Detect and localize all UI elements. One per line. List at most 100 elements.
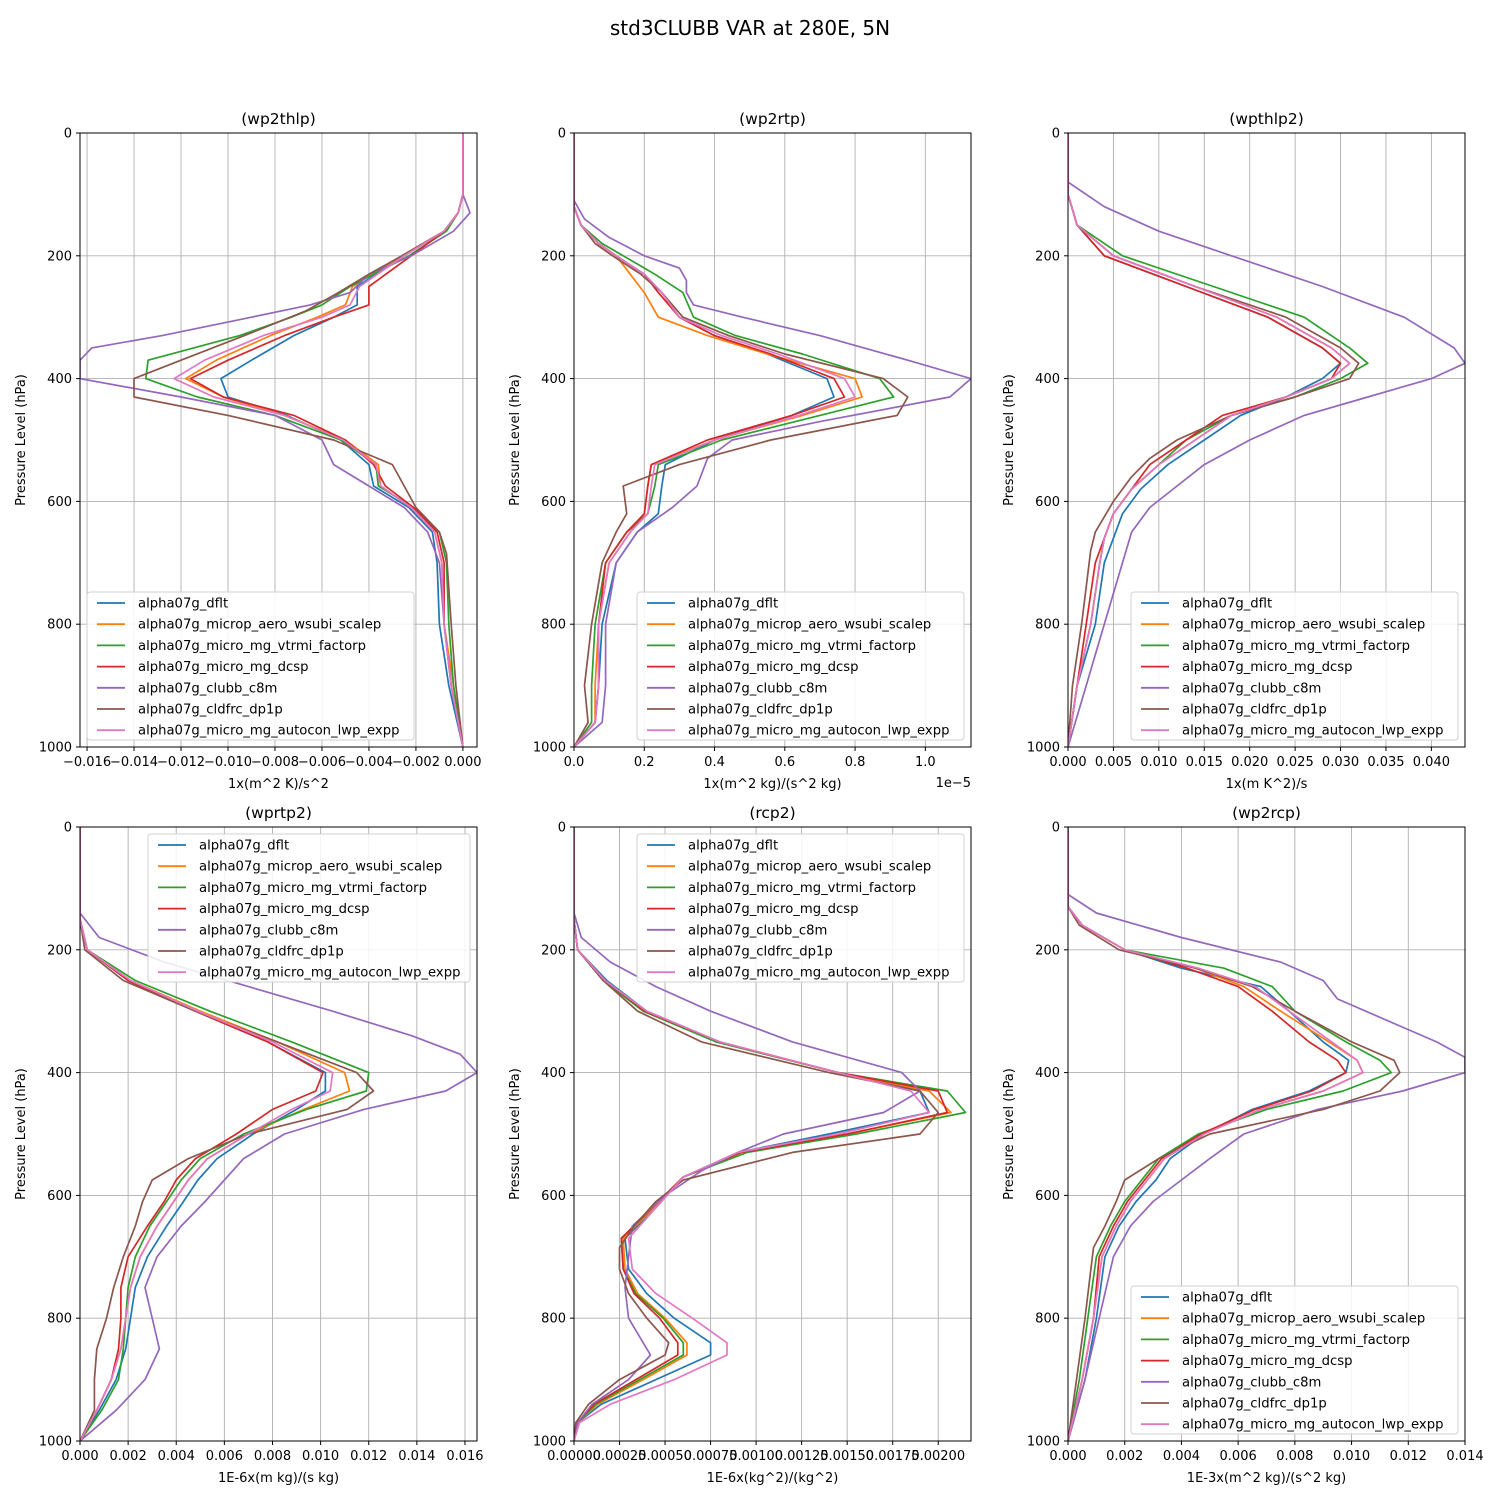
chart-4-legend-box [147, 833, 471, 983]
chart-4-series-line-6 [80, 827, 375, 1441]
chart-1-axes-frame [79, 132, 478, 748]
chart-3-ytick-label: 1000 [1027, 741, 1060, 756]
chart-3-legend-box [1130, 591, 1459, 741]
chart-5-xtick-label: 0.00125 [775, 1449, 829, 1464]
chart-4-ytick-label: 400 [47, 1066, 72, 1081]
chart-5-legend-label-2: alpha07g_microp_aero_wsubi_scalep [688, 860, 931, 875]
chart-4-legend-label-2: alpha07g_microp_aero_wsubi_scalep [199, 860, 442, 875]
chart-4-xtick-label: 0.004 [158, 1449, 195, 1464]
chart-3-panel: (wpthlp2) 0.000 0.005 0.010 0.015 0.020 0.025 0… [1002, 110, 1466, 792]
chart-4-ytick-label: 1000 [39, 1435, 72, 1450]
chart-5-ytick-label: 800 [541, 1312, 566, 1327]
chart-2-xtick-label: 0.0 [564, 755, 585, 770]
chart-6-axes-frame [1067, 826, 1466, 1442]
chart-2-legend: alpha07g_dflt alpha07g_microp_aero_wsubi_… [636, 591, 965, 741]
chart-2-offset-label: 1e−5 [936, 776, 971, 791]
chart-4-xtick-label: 0.016 [446, 1449, 483, 1464]
chart-3-legend: alpha07g_dflt alpha07g_microp_aero_wsubi_… [1130, 591, 1459, 741]
chart-3-series-line-4 [1068, 133, 1342, 747]
chart-1-legend-label-7: alpha07g_micro_mg_autocon_lwp_expp [138, 724, 399, 739]
chart-5-ytick-label: 0 [558, 821, 566, 836]
chart-2-legend-label-6: alpha07g_cldfrc_dp1p [688, 703, 833, 718]
chart-5-panel: (rcp2) 0.000000.000250.000500.000750.0010… [508, 804, 972, 1486]
chart-5-legend: alpha07g_dflt alpha07g_microp_aero_wsubi_… [636, 833, 965, 983]
chart-3-legend-label-2: alpha07g_microp_aero_wsubi_scalep [1182, 618, 1425, 633]
chart-4-legend-label-5: alpha07g_clubb_c8m [199, 923, 338, 938]
chart-4-xtick-label: 0.008 [254, 1449, 291, 1464]
chart-5-xtick-label: 0.00150 [820, 1449, 874, 1464]
chart-5-legend-label-3: alpha07g_micro_mg_vtrmi_factorp [688, 881, 916, 896]
chart-3-xtick-label: 0.035 [1367, 755, 1404, 770]
chart-2-ytick-label: 600 [541, 495, 566, 510]
chart-4-xlabel: 1E-6x(m kg)/(s kg) [218, 1471, 339, 1486]
chart-4-legend-label-1: alpha07g_dflt [199, 839, 289, 854]
chart-3-ytick-label: 600 [1035, 495, 1060, 510]
chart-4-title: (wprtp2) [245, 804, 312, 822]
chart-1-ylabel: Pressure Level (hPa) [14, 374, 29, 506]
chart-2-ytick-label: 800 [541, 618, 566, 633]
chart-2-series-line-3 [574, 133, 895, 747]
chart-3-xtick-label: 0.030 [1322, 755, 1359, 770]
chart-2-xtick-label: 0.6 [774, 755, 795, 770]
chart-5-ylabel: Pressure Level (hPa) [508, 1068, 523, 1200]
chart-5-series-line-5 [574, 827, 921, 1441]
chart-6-ytick-label: 200 [1035, 943, 1060, 958]
chart-1-ytick-label: 600 [47, 495, 72, 510]
chart-1-xtick-label: 0.000 [444, 755, 481, 770]
chart-4-series-line-7 [80, 827, 334, 1441]
chart-1-ytick-label: 800 [47, 618, 72, 633]
chart-5-legend-label-4: alpha07g_micro_mg_dcsp [688, 902, 859, 917]
chart-2-ylabel: Pressure Level (hPa) [508, 374, 523, 506]
chart-2-axes-frame [573, 132, 972, 748]
chart-1-legend-label-6: alpha07g_cldfrc_dp1p [138, 703, 283, 718]
chart-1-xtick-label: −0.006 [298, 755, 346, 770]
chart-3-series-line-7 [1068, 133, 1351, 747]
chart-4-ytick-label: 200 [47, 943, 72, 958]
chart-2-legend-label-1: alpha07g_dflt [688, 597, 778, 612]
chart-1-panel: (wp2thlp)−0.016−0.014−0.012−0.010−0.008−… [14, 110, 482, 792]
figure-title: std3CLUBB VAR at 280E, 5N [609, 16, 891, 40]
chart-1-legend-label-4: alpha07g_micro_mg_dcsp [138, 660, 309, 675]
chart-5-legend-box [636, 833, 965, 983]
chart-2-xtick-label: 1.0 [915, 755, 936, 770]
chart-2-ytick-label: 200 [541, 249, 566, 264]
chart-2-series-line-5 [574, 133, 971, 747]
chart-1-legend: alpha07g_dflt alpha07g_microp_aero_wsubi_… [86, 591, 415, 741]
chart-4-legend: alpha07g_dflt alpha07g_microp_aero_wsubi_… [147, 833, 471, 983]
chart-1-legend-label-1: alpha07g_dflt [138, 597, 228, 612]
chart-5-xtick-label: 0.00100 [729, 1449, 783, 1464]
chart-5-ytick-label: 1000 [533, 1435, 566, 1450]
chart-2-title: (wp2rtp) [739, 110, 806, 128]
chart-1-ytick-label: 200 [47, 249, 72, 264]
chart-1-xtick-label: −0.002 [392, 755, 440, 770]
chart-2-xtick-label: 0.2 [634, 755, 655, 770]
chart-6-xtick-label: 0.000 [1049, 1449, 1086, 1464]
chart-5-xtick-label: 0.00200 [911, 1449, 965, 1464]
chart-2-legend-label-3: alpha07g_micro_mg_vtrmi_factorp [688, 639, 916, 654]
chart-1-xtick-label: −0.010 [204, 755, 252, 770]
chart-1-legend-label-3: alpha07g_micro_mg_vtrmi_factorp [138, 639, 366, 654]
chart-4-panel: (wprtp2) 0.000 0.002 0.004 0.006 0.008 0.010 0.… [14, 804, 484, 1486]
chart-2-xlabel: 1x(m^2 kg)/(s^2 kg) [703, 777, 841, 792]
chart-1-xtick-label: −0.012 [157, 755, 205, 770]
chart-1-xtick-label: −0.016 [63, 755, 111, 770]
chart-5-xtick-label: 0.00175 [866, 1449, 920, 1464]
chart-4-ytick-label: 600 [47, 1189, 72, 1204]
chart-3-xtick-label: 0.015 [1186, 755, 1223, 770]
chart-4-ytick-label: 800 [47, 1312, 72, 1327]
chart-3-series-line-5 [1068, 133, 1465, 747]
chart-3-legend-label-1: alpha07g_dflt [1182, 597, 1272, 612]
chart-5-series-line-6 [574, 827, 940, 1441]
chart-6-series-line-3 [1068, 827, 1393, 1441]
chart-4-legend-label-6: alpha07g_cldfrc_dp1p [199, 945, 344, 960]
chart-1-xtick-label: −0.004 [345, 755, 393, 770]
chart-1-legend-label-5: alpha07g_clubb_c8m [138, 681, 277, 696]
chart-5-axes-frame [573, 826, 972, 1442]
chart-3-xtick-label: 0.040 [1413, 755, 1450, 770]
chart-4-ytick-label: 0 [64, 821, 72, 836]
chart-4-xtick-label: 0.014 [398, 1449, 435, 1464]
chart-6-legend-label-3: alpha07g_micro_mg_vtrmi_factorp [1182, 1333, 1410, 1348]
chart-1-series-line-7 [173, 133, 464, 747]
